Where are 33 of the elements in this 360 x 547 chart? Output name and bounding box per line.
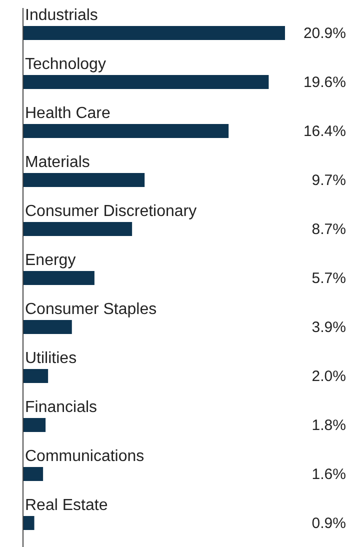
y-tick-label: Technology [25,56,106,73]
bar [23,467,44,481]
data-label: 20.9% [303,25,346,42]
y-tick-label: Consumer Discretionary [25,203,197,220]
data-label: 2.0% [312,368,346,385]
bar [23,516,34,530]
y-tick-label: Utilities [25,350,77,367]
data-label: 0.9% [312,515,346,532]
data-label: 19.6% [303,74,346,91]
y-tick-label: Financials [25,399,98,416]
bar [23,271,94,285]
bar [23,124,229,138]
data-label: 8.7% [312,221,346,238]
bar [23,222,132,236]
data-label: 1.6% [312,466,346,483]
y-tick-label: Materials [25,154,90,171]
bar [23,173,145,187]
bar [23,418,46,432]
bar [23,75,269,89]
bar [23,26,285,40]
y-tick-label: Health Care [25,105,110,122]
y-tick-label: Communications [25,448,144,465]
data-label: 16.4% [303,123,346,140]
data-label: 5.7% [312,270,346,287]
data-label: 9.7% [312,172,346,189]
data-label: 1.8% [312,417,346,434]
bar [23,320,72,334]
data-label: 3.9% [312,319,346,336]
y-tick-label: Industrials [25,7,98,24]
bar [23,369,48,383]
y-tick-label: Energy [25,252,76,269]
y-tick-label: Real Estate [25,497,108,514]
y-tick-label: Consumer Staples [25,301,157,318]
